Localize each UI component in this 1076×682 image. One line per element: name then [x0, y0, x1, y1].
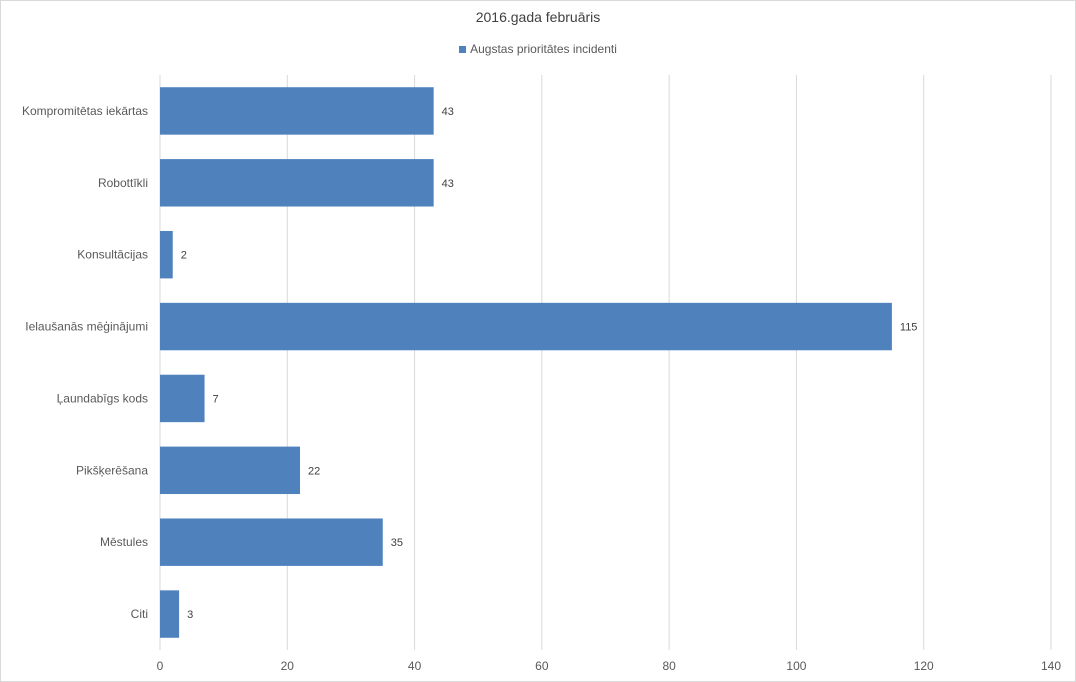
legend-label: Augstas prioritātes incidenti	[470, 42, 617, 56]
legend: Augstas prioritātes incidenti	[0, 42, 1076, 56]
x-tick-label: 40	[408, 659, 422, 673]
data-label: 35	[391, 537, 403, 549]
chart-title: 2016.gada februāris	[475, 9, 601, 25]
data-label: 3	[187, 609, 193, 621]
x-tick-label: 20	[281, 659, 295, 673]
bar	[160, 518, 383, 566]
x-tick-label: 80	[662, 659, 676, 673]
x-tick-label: 140	[1041, 659, 1061, 673]
y-category-label: Pikšķerēšana	[76, 463, 148, 477]
data-label: 43	[442, 106, 454, 118]
bar	[160, 446, 301, 495]
y-category-label: Ļaundabīgs kods	[57, 391, 148, 405]
x-tick-label: 120	[914, 659, 934, 673]
legend-swatch	[459, 46, 467, 53]
bar	[160, 87, 434, 135]
y-category-label: Konsultācijas	[77, 248, 148, 262]
x-tick-label: 0	[157, 659, 164, 673]
y-category-label: Citi	[131, 607, 148, 621]
bar	[160, 302, 892, 351]
y-category-label: Robottīkli	[98, 176, 148, 190]
bar	[160, 590, 180, 638]
bar	[160, 230, 173, 279]
data-label: 115	[900, 322, 918, 334]
data-label: 43	[442, 178, 454, 190]
x-tick-label: 60	[535, 659, 549, 673]
data-label: 22	[308, 465, 320, 477]
y-category-label: Kompromitētas iekārtas	[22, 104, 148, 118]
y-category-label: Ielaušanās mēģinājumi	[25, 320, 148, 334]
y-category-label: Mēstules	[100, 535, 148, 549]
bar	[160, 374, 205, 423]
data-label: 2	[181, 250, 187, 262]
bar	[160, 159, 434, 207]
data-label: 7	[213, 393, 219, 405]
x-tick-label: 100	[786, 659, 806, 673]
